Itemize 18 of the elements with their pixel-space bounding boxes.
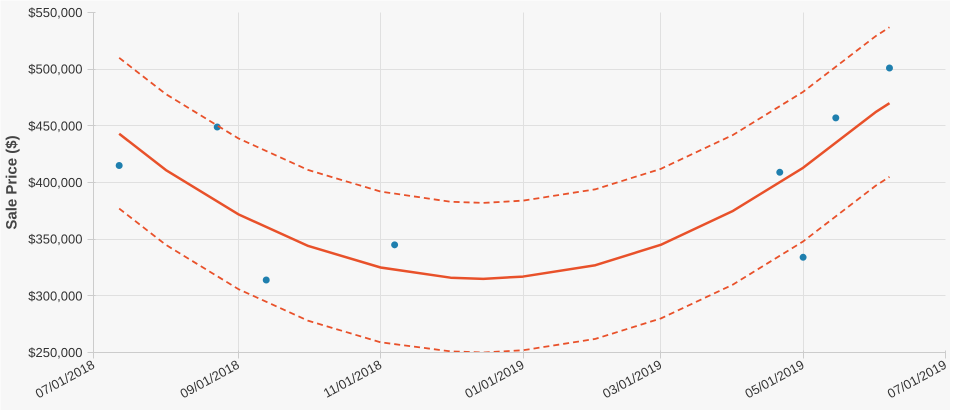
point <box>391 241 398 248</box>
y-tick-label: $550,000 <box>28 5 83 20</box>
y-tick-label: $250,000 <box>28 345 83 360</box>
line-series <box>118 176 890 352</box>
line-series <box>118 26 890 204</box>
y-tick-label: $450,000 <box>28 118 83 134</box>
y-tick-label: $500,000 <box>28 62 83 77</box>
point <box>800 254 807 261</box>
y-tick-label: $400,000 <box>28 175 83 190</box>
point <box>116 162 123 169</box>
line-series <box>118 102 891 280</box>
y-axis-title: Sale Price ($) <box>3 135 20 230</box>
y-tick-label: $300,000 <box>28 288 83 304</box>
point <box>262 276 270 284</box>
point <box>886 64 893 72</box>
point <box>832 114 840 122</box>
y-tick-label: $350,000 <box>28 232 83 247</box>
point <box>776 168 784 176</box>
